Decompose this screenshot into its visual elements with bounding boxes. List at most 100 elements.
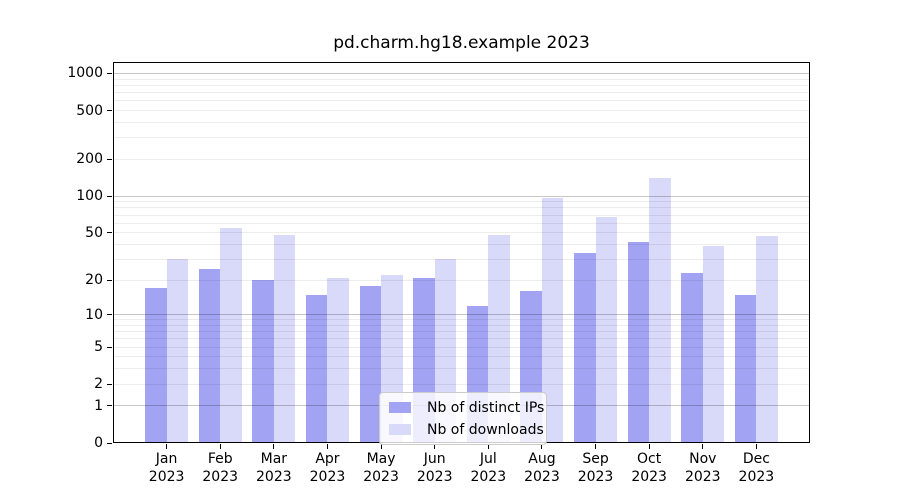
y-tick-20 — [107, 279, 112, 281]
x-tick-may — [380, 444, 382, 449]
x-tick-label-apr: Apr 2023 — [309, 451, 346, 486]
y-tick-0 — [107, 442, 112, 444]
gridline-minor-700 — [113, 92, 810, 94]
x-tick-label-jan: Jan 2023 — [148, 451, 185, 486]
bar-nb-of-downloads-dec — [756, 235, 778, 443]
y-tick-100 — [107, 195, 112, 197]
gridline-major-100 — [113, 195, 810, 197]
bar-nb-of-downloads-mar — [273, 234, 296, 443]
x-tick-dec — [755, 444, 757, 449]
legend-item-nb-of-distinct-ips: Nb of distinct IPs — [389, 398, 544, 417]
bar-nb-of-downloads-nov — [702, 245, 725, 443]
gridline-minor-800 — [113, 84, 810, 86]
bar-nb-of-distinct-ips-apr — [306, 294, 328, 443]
gridline-minor-4 — [113, 356, 810, 358]
x-tick-label-feb: Feb 2023 — [202, 451, 239, 486]
y-tick-label-0: 0 — [94, 435, 103, 451]
bar-nb-of-distinct-ips-oct — [627, 241, 650, 443]
grid-layer — [113, 62, 810, 443]
x-tick-jul — [487, 444, 489, 449]
bar-nb-of-distinct-ips-feb — [198, 268, 221, 443]
gridline-minor-300 — [113, 137, 810, 139]
bar-nb-of-distinct-ips-nov — [681, 273, 703, 443]
gridline-minor-600 — [113, 100, 810, 102]
legend-item-nb-of-downloads: Nb of downloads — [389, 420, 544, 439]
x-tick-label-mar: Mar 2023 — [256, 451, 292, 486]
plot-area: 0 1 2 5 10 20 50 100 200 500 1000 Jan 2023 Feb 2023 M… — [67, 62, 810, 485]
y-tick-50 — [107, 232, 112, 234]
y-tick-label-100: 100 — [76, 188, 103, 205]
x-tick-sep — [595, 444, 597, 449]
x-tick-label-may: May 2023 — [363, 451, 399, 486]
y-tick-label-5: 5 — [94, 339, 103, 356]
gridline-minor-90 — [113, 201, 810, 203]
gridline-major-1000 — [113, 72, 810, 74]
bar-nb-of-distinct-ips-dec — [734, 294, 757, 443]
x-tick-aug — [541, 444, 543, 449]
y-tick-label-20: 20 — [85, 272, 103, 289]
gridline-minor-70 — [113, 214, 810, 216]
bar-nb-of-distinct-ips-mar — [252, 280, 274, 443]
chart-title: pd.charm.hg18.example 2023 — [333, 33, 590, 53]
gridline-major-10 — [113, 314, 810, 316]
legend-swatch-icon — [389, 402, 411, 413]
y-tick-1000 — [107, 72, 112, 74]
gridline-minor-7 — [113, 331, 810, 333]
bar-nb-of-downloads-sep — [595, 217, 617, 443]
bar-nb-of-distinct-ips-may — [359, 285, 382, 443]
x-tick-label-sep: Sep 2023 — [577, 451, 614, 486]
gridline-minor-900 — [113, 78, 810, 80]
x-tick-mar — [273, 444, 275, 449]
x-tick-label-dec: Dec 2023 — [738, 451, 775, 486]
legend-item-label: Nb of downloads — [427, 421, 544, 438]
gridline-minor-6 — [113, 338, 810, 340]
x-tick-feb — [219, 444, 221, 449]
y-tick-label-1: 1 — [94, 397, 103, 414]
bar-nb-of-downloads-jan — [166, 259, 189, 443]
gridline-minor-2 — [113, 383, 810, 385]
gridline-minor-5 — [113, 346, 810, 348]
bar-nb-of-downloads-feb — [220, 227, 242, 443]
y-tick-label-10: 10 — [85, 306, 103, 323]
x-tick-label-jun: Jun 2023 — [416, 451, 453, 486]
y-tick-label-200: 200 — [76, 151, 103, 168]
x-tick-label-jul: Jul 2023 — [470, 451, 507, 486]
bar-nb-of-downloads-apr — [327, 277, 349, 443]
y-tick-label-2: 2 — [94, 376, 103, 393]
bar-nb-of-distinct-ips-jan — [145, 288, 167, 443]
gridline-minor-500 — [113, 110, 810, 111]
gridline-minor-8 — [113, 324, 810, 326]
legend-item-label: Nb of distinct IPs — [427, 399, 545, 416]
y-tick-label-500: 500 — [76, 102, 103, 119]
legend: Nb of distinct IPs Nb of downloads — [379, 392, 547, 445]
x-tick-jun — [434, 444, 436, 449]
x-tick-jan — [166, 444, 168, 449]
y-tick-10 — [107, 314, 112, 316]
x-tick-oct — [648, 444, 650, 449]
gridline-minor-200 — [113, 158, 810, 160]
x-tick-label-oct: Oct 2023 — [631, 451, 667, 486]
bar-nb-of-downloads-aug — [541, 197, 564, 443]
y-tick-500 — [107, 110, 112, 111]
x-tick-apr — [326, 444, 328, 449]
gridline-minor-40 — [113, 243, 810, 245]
x-tick-label-aug: Aug 2023 — [524, 451, 560, 486]
y-tick-label-1000: 1000 — [67, 65, 103, 82]
legend-swatch-icon — [389, 424, 411, 435]
y-tick-1 — [107, 405, 112, 407]
bar-nb-of-downloads-jul — [488, 234, 510, 443]
gridline-minor-50 — [113, 232, 810, 234]
gridline-minor-400 — [113, 121, 810, 123]
x-tick-label-nov: Nov 2023 — [684, 451, 721, 486]
gridline-minor-60 — [113, 222, 810, 224]
gridline-minor-30 — [113, 258, 810, 260]
y-tick-2 — [107, 383, 112, 385]
gridline-minor-20 — [113, 279, 810, 281]
x-tick-nov — [702, 444, 704, 449]
bar-nb-of-downloads-oct — [649, 178, 671, 443]
gridline-minor-9 — [113, 319, 810, 321]
bar-nb-of-distinct-ips-sep — [574, 252, 596, 443]
y-tick-200 — [107, 158, 112, 160]
gridline-minor-3 — [113, 368, 810, 370]
